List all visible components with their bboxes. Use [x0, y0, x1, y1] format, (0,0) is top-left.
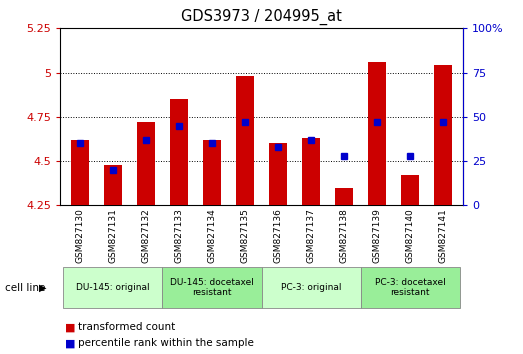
Bar — [236, 76, 254, 205]
Bar — [269, 143, 287, 205]
Bar — [137, 122, 155, 205]
Text: PC-3: docetaxel
resistant: PC-3: docetaxel resistant — [374, 278, 446, 297]
Text: ▶: ▶ — [39, 282, 47, 293]
Text: ■: ■ — [65, 322, 76, 332]
Text: DU-145: original: DU-145: original — [76, 283, 150, 292]
Text: transformed count: transformed count — [78, 322, 176, 332]
Bar — [335, 188, 353, 205]
Bar — [434, 65, 452, 205]
Bar — [401, 175, 419, 205]
Bar — [203, 140, 221, 205]
Bar — [71, 140, 89, 205]
Bar — [170, 99, 188, 205]
Bar — [302, 138, 320, 205]
Text: PC-3: original: PC-3: original — [281, 283, 342, 292]
Text: GDS3973 / 204995_at: GDS3973 / 204995_at — [181, 9, 342, 25]
Text: DU-145: docetaxel
resistant: DU-145: docetaxel resistant — [170, 278, 254, 297]
Bar — [104, 165, 122, 205]
Text: percentile rank within the sample: percentile rank within the sample — [78, 338, 254, 348]
Bar — [368, 62, 386, 205]
Text: ■: ■ — [65, 338, 76, 348]
Text: cell line: cell line — [5, 282, 46, 293]
